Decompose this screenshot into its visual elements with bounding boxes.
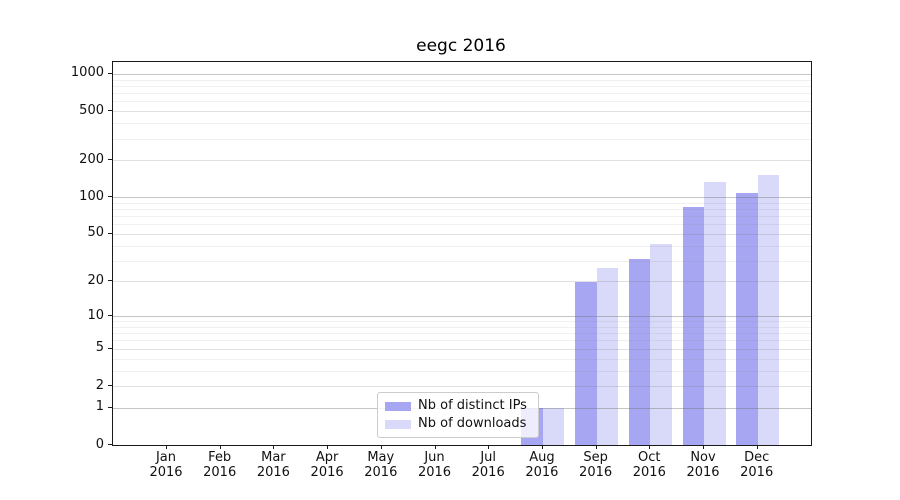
ytick-mark-2 (108, 385, 112, 386)
xtick-label-oct: Oct 2016 (632, 450, 666, 480)
ytick-label-5: 5 (95, 340, 104, 356)
ytick-label-2: 2 (95, 377, 104, 393)
legend-swatch-distinct-ips (385, 401, 411, 411)
bar-downloads-sep (596, 268, 619, 445)
xtick-mark-apr (327, 445, 329, 449)
xtick-label-feb: Feb 2016 (203, 450, 237, 480)
ytick-mark-50 (108, 232, 112, 234)
bar-downloads-oct (650, 244, 672, 445)
xtick-label-mar: Mar 2016 (256, 450, 290, 480)
xtick-mark-nov (703, 445, 704, 449)
ytick-label-20: 20 (87, 272, 104, 288)
ytick-label-200: 200 (79, 151, 104, 167)
legend: Nb of distinct IPs Nb of downloads (377, 392, 539, 438)
xtick-mark-sep (595, 445, 597, 449)
ytick-mark-1000 (108, 72, 112, 74)
bar-ips-sep (575, 281, 597, 445)
bar-downloads-dec (757, 175, 780, 445)
ytick-mark-10 (108, 315, 112, 317)
xtick-label-nov: Nov 2016 (686, 450, 720, 480)
ytick-mark-20 (108, 280, 112, 282)
legend-swatch-downloads (385, 419, 411, 429)
xtick-label-jun: Jun 2016 (417, 450, 452, 480)
ytick-label-100: 100 (79, 188, 104, 204)
xtick-mark-feb (219, 445, 221, 449)
ytick-label-50: 50 (87, 225, 104, 241)
xtick-mark-oct (649, 445, 651, 449)
xtick-mark-jun (434, 445, 436, 449)
ytick-label-1000: 1000 (70, 65, 104, 81)
xtick-mark-jan (166, 445, 167, 449)
xtick-mark-dec (756, 445, 758, 449)
bar-downloads-aug (542, 407, 565, 445)
ytick-mark-100 (108, 196, 112, 198)
ytick-mark-5 (108, 347, 112, 349)
xtick-label-aug: Aug 2016 (525, 450, 559, 480)
ytick-label-1: 1 (95, 399, 104, 415)
bar-downloads-nov (704, 181, 726, 445)
legend-label-distinct-ips: Nb of distinct IPs (418, 398, 527, 413)
ytick-mark-0 (108, 444, 112, 445)
ytick-mark-200 (108, 159, 112, 161)
chart-title: eegc 2016 (416, 36, 506, 56)
xtick-label-sep: Sep 2016 (579, 450, 613, 480)
ytick-label-10: 10 (87, 307, 104, 323)
xtick-label-dec: Dec 2016 (740, 450, 774, 480)
legend-label-downloads: Nb of downloads (418, 416, 527, 431)
ytick-label-500: 500 (79, 102, 104, 118)
legend-item-distinct-ips: Nb of distinct IPs (385, 399, 530, 413)
xtick-label-may: May 2016 (364, 450, 398, 480)
ytick-mark-1 (108, 406, 112, 408)
xtick-label-jul: Jul 2016 (471, 450, 505, 480)
ytick-label-0: 0 (95, 436, 104, 452)
bar-ips-nov (682, 207, 704, 445)
xtick-mark-mar (273, 445, 275, 449)
xtick-mark-may (380, 445, 382, 449)
xtick-label-jan: Jan 2016 (149, 450, 183, 480)
ytick-mark-500 (108, 110, 112, 112)
bar-ips-dec (736, 193, 758, 445)
xtick-mark-jul (488, 445, 490, 449)
bars-layer (113, 62, 811, 445)
xtick-mark-aug (541, 445, 543, 449)
plot-area: Nb of distinct IPs Nb of downloads (112, 61, 812, 446)
xtick-label-apr: Apr 2016 (310, 450, 344, 480)
bar-ips-oct (628, 258, 651, 445)
legend-item-downloads: Nb of downloads (385, 417, 530, 431)
